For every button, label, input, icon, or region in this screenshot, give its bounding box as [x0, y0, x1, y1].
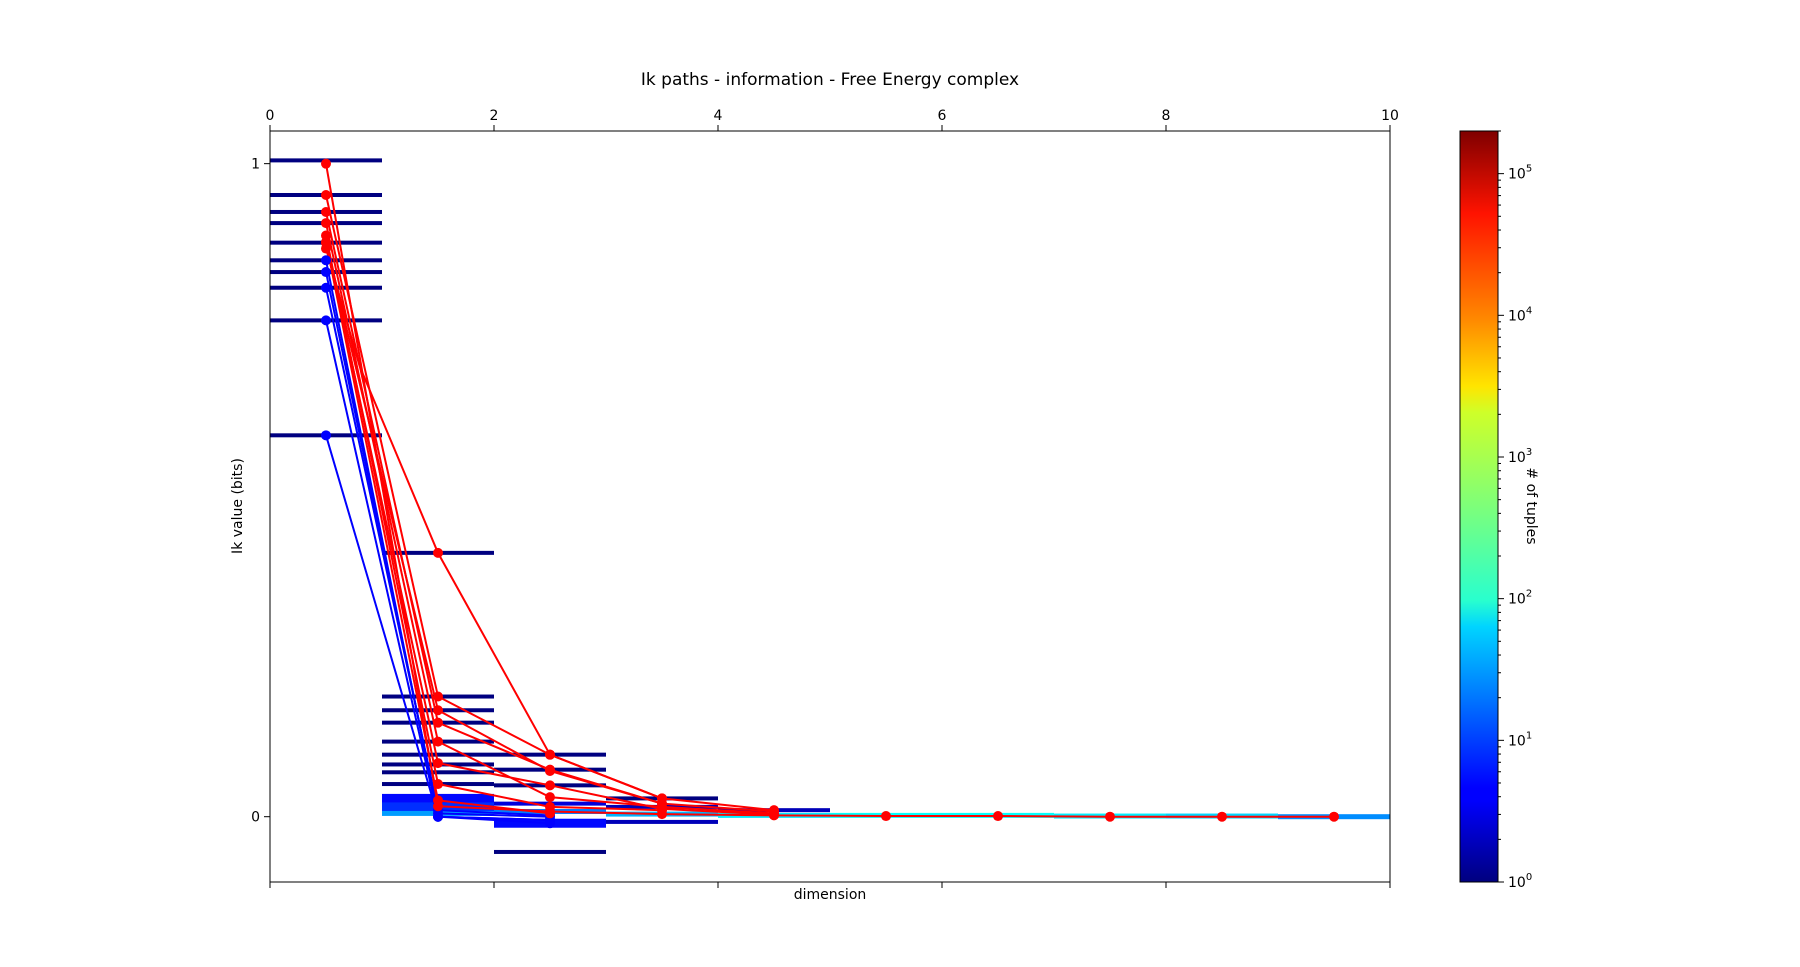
ik-path-line: [325, 235, 663, 812]
ik-path-point: [881, 811, 891, 822]
ik-path-point: [321, 255, 331, 266]
x-tick-label: 4: [714, 108, 723, 124]
ik-path-line: [325, 163, 1334, 818]
ik-path-line: [325, 242, 775, 816]
ik-path-point: [433, 547, 443, 558]
ik-path-point: [321, 315, 331, 326]
ik-path-point: [433, 717, 443, 728]
y-tick-label: 1: [251, 157, 260, 173]
ik-path-point: [321, 267, 331, 278]
histogram-bar: [382, 752, 494, 757]
ik-path-point: [321, 430, 331, 441]
y-axis-label: Ik value (bits): [230, 458, 246, 554]
ik-path-point: [993, 811, 1003, 822]
ik-path-point: [545, 780, 555, 791]
colorbar-tick-label: 102: [1508, 589, 1532, 608]
colorbar-label: # of tuples: [1523, 467, 1539, 544]
plot-frame: [269, 130, 1391, 883]
ik-path-point: [1105, 811, 1115, 822]
ik-path-point: [433, 758, 443, 769]
ik-path-point: [433, 736, 443, 747]
x-axis-ticks: 0 2 4 6 8 10: [266, 108, 1399, 888]
ik-path-point: [657, 805, 667, 816]
ik-path-point: [321, 158, 331, 169]
histogram-bars: [270, 158, 1390, 854]
ik-path-point: [545, 808, 555, 819]
x-tick-label: 0: [266, 108, 275, 124]
ik-path-point: [321, 282, 331, 293]
ik-path-point: [433, 691, 443, 702]
x-tick-label: 8: [1162, 108, 1171, 124]
ik-path-point: [769, 809, 779, 820]
y-tick-label: 0: [251, 810, 260, 826]
ik-path-line: [325, 241, 551, 815]
colorbar-ticks: 100 101 102 103 104 105: [1498, 130, 1532, 891]
ik-path-point: [433, 811, 443, 822]
colorbar-tick-label: 105: [1508, 164, 1532, 183]
ik-path-point: [1329, 811, 1339, 822]
ik-path-point: [1217, 811, 1227, 822]
chart-title: Ik paths - information - Free Energy com…: [641, 70, 1019, 90]
ik-path-line: [325, 194, 775, 812]
ik-path-point: [433, 795, 443, 806]
ik-path-point: [321, 206, 331, 217]
y-axis-ticks: 01: [251, 157, 270, 826]
ik-path-point: [657, 793, 667, 804]
ik-path-point: [321, 218, 331, 229]
ik-path-points: [321, 158, 1339, 829]
x-tick-label: 10: [1381, 108, 1399, 124]
ik-path-line: [325, 242, 663, 805]
colorbar-tick-label: 104: [1508, 305, 1532, 324]
ik-path-point: [433, 779, 443, 790]
x-tick-label: 6: [938, 108, 947, 124]
histogram-bar: [606, 819, 718, 824]
ik-path-point: [545, 792, 555, 803]
colorbar-tick-label: 100: [1508, 872, 1532, 891]
colorbar-tick-label: 103: [1508, 447, 1532, 466]
ik-path-point: [321, 189, 331, 200]
histogram-bar: [382, 770, 494, 775]
histogram-bar: [494, 849, 606, 854]
ik-path-point: [433, 705, 443, 716]
x-tick-label: 2: [490, 108, 499, 124]
colorbar-tick-label: 101: [1508, 730, 1532, 749]
ik-path-point: [545, 765, 555, 776]
colorbar: [1459, 130, 1499, 883]
ik-path-point: [321, 237, 331, 248]
x-axis-label: dimension: [794, 887, 867, 903]
ik-path-point: [545, 749, 555, 760]
